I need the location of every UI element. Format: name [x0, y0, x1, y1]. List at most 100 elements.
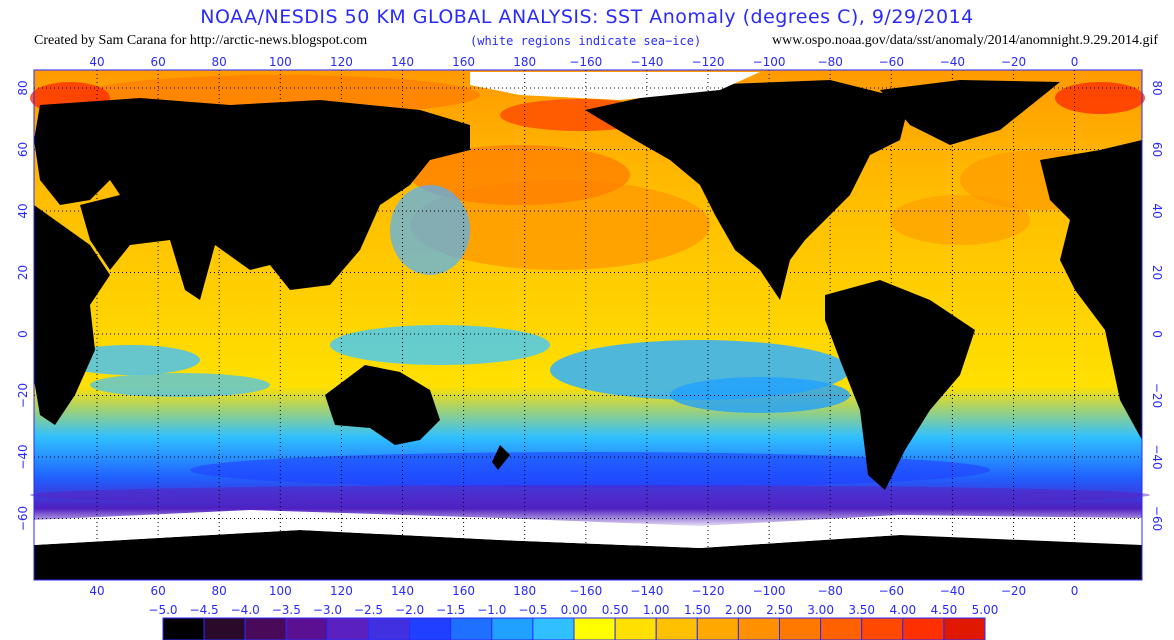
colorbar-label: −3.5 [272, 603, 301, 617]
colorbar-swatch [696, 617, 739, 640]
colorbar-label: 3.50 [848, 603, 875, 617]
colorbar-swatch [285, 617, 328, 640]
colorbar-label: −3.0 [313, 603, 342, 617]
colorbar-label: 0.50 [602, 603, 629, 617]
lon-label: −80 [818, 584, 843, 598]
colorbar: −5.0 −4.5 −4.0 −3.5 −3.0 −2.5 −2.0 −1.5 −1.0 −0.5… [148, 603, 998, 640]
colorbar-swatch [491, 617, 534, 640]
lon-label: 160 [452, 584, 475, 598]
lon-label: −60 [879, 584, 904, 598]
colorbar-label: −2.0 [395, 603, 424, 617]
colorbar-swatch [450, 617, 493, 640]
lat-label: −20 [16, 383, 30, 408]
lat-label: 0 [16, 330, 30, 338]
colorbar-swatch [162, 617, 205, 640]
colorbar-swatch [573, 617, 616, 640]
lon-label: −80 [818, 55, 843, 69]
colorbar-label: 4.50 [931, 603, 958, 617]
lon-label: −40 [940, 55, 965, 69]
colorbar-label: 2.00 [725, 603, 752, 617]
colorbar-swatch [655, 617, 698, 640]
lon-label: 120 [330, 55, 353, 69]
lon-label: −100 [753, 55, 786, 69]
colorbar-swatch [203, 617, 246, 640]
lon-label: −120 [692, 55, 725, 69]
sea-ice [34, 72, 1142, 548]
lat-label: −60 [1150, 506, 1164, 531]
lon-label: 100 [269, 584, 292, 598]
colorbar-label: 3.00 [807, 603, 834, 617]
colorbar-swatch [532, 617, 575, 640]
colorbar-label: −0.5 [518, 603, 547, 617]
lon-label: −20 [1001, 584, 1026, 598]
lat-label: 60 [1150, 142, 1164, 157]
lat-label: 40 [16, 203, 30, 218]
lon-label: −160 [569, 584, 602, 598]
lat-label: 20 [1150, 265, 1164, 280]
credit-text: Created by Sam Carana for http://arctic-… [34, 33, 368, 48]
lon-label: 0 [1071, 55, 1079, 69]
lon-label: 80 [212, 584, 227, 598]
lon-label: −100 [753, 584, 786, 598]
lon-label: −40 [940, 584, 965, 598]
lat-label: 40 [1150, 203, 1164, 218]
lon-label: 60 [150, 55, 165, 69]
land-masses [34, 80, 1142, 580]
lon-label: −140 [630, 55, 663, 69]
colorbar-swatch [943, 617, 986, 640]
colorbar-swatch [737, 617, 781, 640]
latitude-labels-left: 80 60 40 20 0 −20 −40 −60 [16, 80, 30, 531]
colorbar-label: 1.50 [684, 603, 711, 617]
map-frame [30, 69, 1150, 581]
longitude-labels-bottom: 40 60 80 100 120 140 160 180 −160 −140 −120 −100 −80… [89, 584, 1078, 598]
latitude-labels-right: 80 60 40 20 0 −20 −40 −60 [1150, 80, 1164, 531]
lon-label: 140 [391, 584, 414, 598]
lon-label: −120 [692, 584, 725, 598]
map-title: NOAA/NESDIS 50 KM GLOBAL ANALYSIS: SST A… [200, 6, 974, 28]
source-url: www.ospo.noaa.gov/data/sst/anomaly/2014/… [772, 33, 1158, 48]
colorbar-label: −1.5 [436, 603, 465, 617]
lon-label: 60 [150, 584, 165, 598]
lat-label: 80 [1150, 80, 1164, 95]
lat-label: 60 [16, 142, 30, 157]
sea-ice-note: (white regions indicate sea−ice) [470, 34, 702, 48]
lat-label: −40 [1150, 444, 1164, 469]
lat-label: −60 [16, 506, 30, 531]
lon-label: −160 [569, 55, 602, 69]
colorbar-swatch [820, 617, 863, 640]
lon-label: 120 [330, 584, 353, 598]
colorbar-label: 5.00 [972, 603, 999, 617]
lat-label: −20 [1150, 383, 1164, 408]
colorbar-swatch [861, 617, 904, 640]
lon-label: 180 [513, 584, 536, 598]
lon-label: −20 [1001, 55, 1026, 69]
colorbar-swatch [614, 617, 657, 640]
colorbar-label: 4.00 [889, 603, 916, 617]
lat-lon-grid [34, 70, 1142, 580]
lat-label: 80 [16, 80, 30, 95]
lat-label: 20 [16, 265, 30, 280]
colorbar-label: −1.0 [477, 603, 506, 617]
colorbar-label: 1.00 [643, 603, 670, 617]
lon-label: 40 [89, 584, 104, 598]
lon-label: 140 [391, 55, 414, 69]
colorbar-swatch [326, 617, 369, 640]
lon-label: −140 [630, 584, 663, 598]
lon-label: 180 [513, 55, 536, 69]
colorbar-label: −4.5 [190, 603, 219, 617]
colorbar-swatch [368, 617, 411, 640]
colorbar-swatch [779, 617, 822, 640]
lon-label: 160 [452, 55, 475, 69]
longitude-labels-top: 40 60 80 100 120 140 160 180 −160 −140 −120 −100 −80… [89, 55, 1078, 69]
lon-label: −60 [879, 55, 904, 69]
lat-label: 0 [1150, 330, 1164, 338]
lon-label: 80 [212, 55, 227, 69]
lon-label: 0 [1071, 584, 1079, 598]
lon-label: 100 [269, 55, 292, 69]
colorbar-label: −4.0 [231, 603, 260, 617]
colorbar-label: 2.50 [766, 603, 793, 617]
colorbar-label: 0.00 [561, 603, 588, 617]
colorbar-swatch [409, 617, 452, 640]
lat-label: −40 [16, 444, 30, 469]
